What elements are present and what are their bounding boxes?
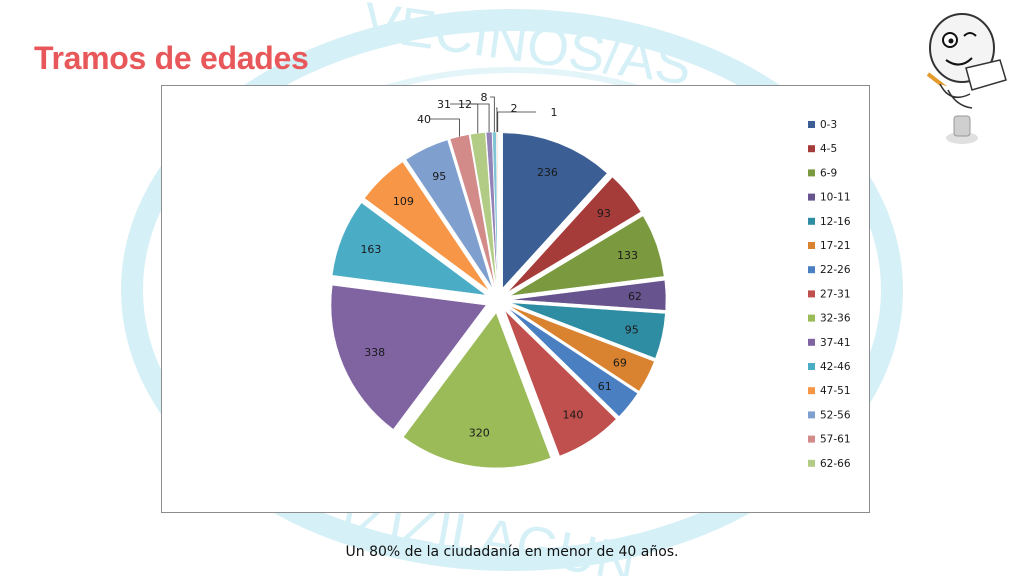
- pie-slice-17-21: [509, 305, 655, 392]
- leader-line: [490, 96, 495, 133]
- legend-swatch: [808, 242, 815, 249]
- legend-label: 47-51: [820, 385, 851, 397]
- data-label: 95: [625, 324, 639, 337]
- legend-label: 52-56: [820, 409, 851, 421]
- data-label: 61: [598, 380, 612, 393]
- pie-slice-52-56: [405, 139, 493, 289]
- legend-label: 42-46: [820, 361, 851, 373]
- legend-swatch: [808, 338, 815, 346]
- pie-slice-37-41: [330, 284, 487, 430]
- pie-slices: [330, 131, 667, 469]
- data-label: 40: [417, 113, 431, 126]
- data-label: 163: [360, 243, 381, 256]
- legend-label: 17-21: [820, 240, 851, 252]
- pie-slice-6-9: [510, 215, 665, 296]
- pie-slice-47-51: [364, 161, 490, 291]
- pie-slice-27-31: [504, 310, 617, 457]
- leader-line: [496, 107, 498, 133]
- data-label: 8: [481, 91, 488, 104]
- legend-label: 12-16: [820, 216, 851, 228]
- legend-label: 27-31: [820, 288, 851, 300]
- pie-slice-62-66: [470, 132, 497, 288]
- data-label: 320: [469, 427, 490, 440]
- chart-legend: 0-3 4-5 6-9 10-11 12-16 17-21 22-26 27-31 32-36 3…: [808, 119, 851, 470]
- leader-line: [430, 118, 460, 137]
- pie-slice-4-5: [507, 176, 642, 292]
- data-label: 236: [537, 166, 558, 179]
- data-label: 338: [364, 346, 385, 359]
- leader-lines: [430, 96, 536, 137]
- legend-swatch: [808, 363, 815, 370]
- pie-slice-10-11: [510, 280, 667, 311]
- pie-slice-0-3: [502, 132, 608, 289]
- data-label: 31: [437, 98, 451, 111]
- legend-label: 22-26: [820, 264, 851, 276]
- pie-slice-12-16: [510, 302, 666, 359]
- legend-label: 0-3: [820, 119, 837, 131]
- legend-swatch: [808, 411, 815, 419]
- legend-label: 6-9: [820, 167, 837, 179]
- slide-caption: Un 80% de la ciudadanía en menor de 40 a…: [345, 544, 679, 560]
- data-label: 1: [551, 106, 558, 119]
- legend-swatch: [808, 387, 815, 395]
- legend-label: 37-41: [820, 337, 851, 349]
- legend-swatch: [808, 145, 815, 153]
- legend-swatch: [808, 217, 815, 225]
- legend-label: 57-61: [820, 434, 851, 446]
- pie-slice-42-46: [331, 202, 487, 296]
- data-label: 133: [617, 249, 638, 262]
- cartoon-face-writing-icon: [926, 13, 1007, 144]
- legend-swatch: [808, 169, 815, 177]
- legend-label: 10-11: [820, 192, 851, 204]
- legend-label: 4-5: [820, 143, 837, 155]
- pie-slice-22-26: [507, 307, 638, 417]
- data-label: 2: [511, 102, 518, 115]
- data-label: 62: [628, 290, 642, 303]
- data-label: 69: [613, 357, 627, 370]
- legend-swatch: [808, 121, 815, 128]
- chart-frame: 236 93 133 62 95 69 61 140 320 338 163 109 95 40 31 12 8…: [161, 85, 870, 513]
- data-label: 109: [393, 195, 414, 208]
- data-label: 12: [458, 98, 472, 111]
- data-label: 95: [432, 170, 446, 183]
- legend-swatch: [808, 290, 815, 298]
- legend-label: 62-66: [820, 458, 851, 470]
- pie-slice-57-61: [449, 134, 496, 288]
- data-label: 140: [562, 409, 583, 422]
- legend-swatch: [808, 266, 815, 274]
- legend-swatch: [808, 193, 815, 201]
- data-label: 93: [597, 207, 611, 220]
- leader-line: [471, 103, 490, 133]
- legend-swatch: [808, 314, 815, 322]
- leader-line: [497, 111, 536, 133]
- legend-label: 32-36: [820, 313, 851, 325]
- pie-slice-32-36: [403, 312, 552, 469]
- slide-title: Tramos de edades: [34, 40, 309, 76]
- legend-swatch: [808, 435, 815, 443]
- legend-swatch: [808, 459, 815, 467]
